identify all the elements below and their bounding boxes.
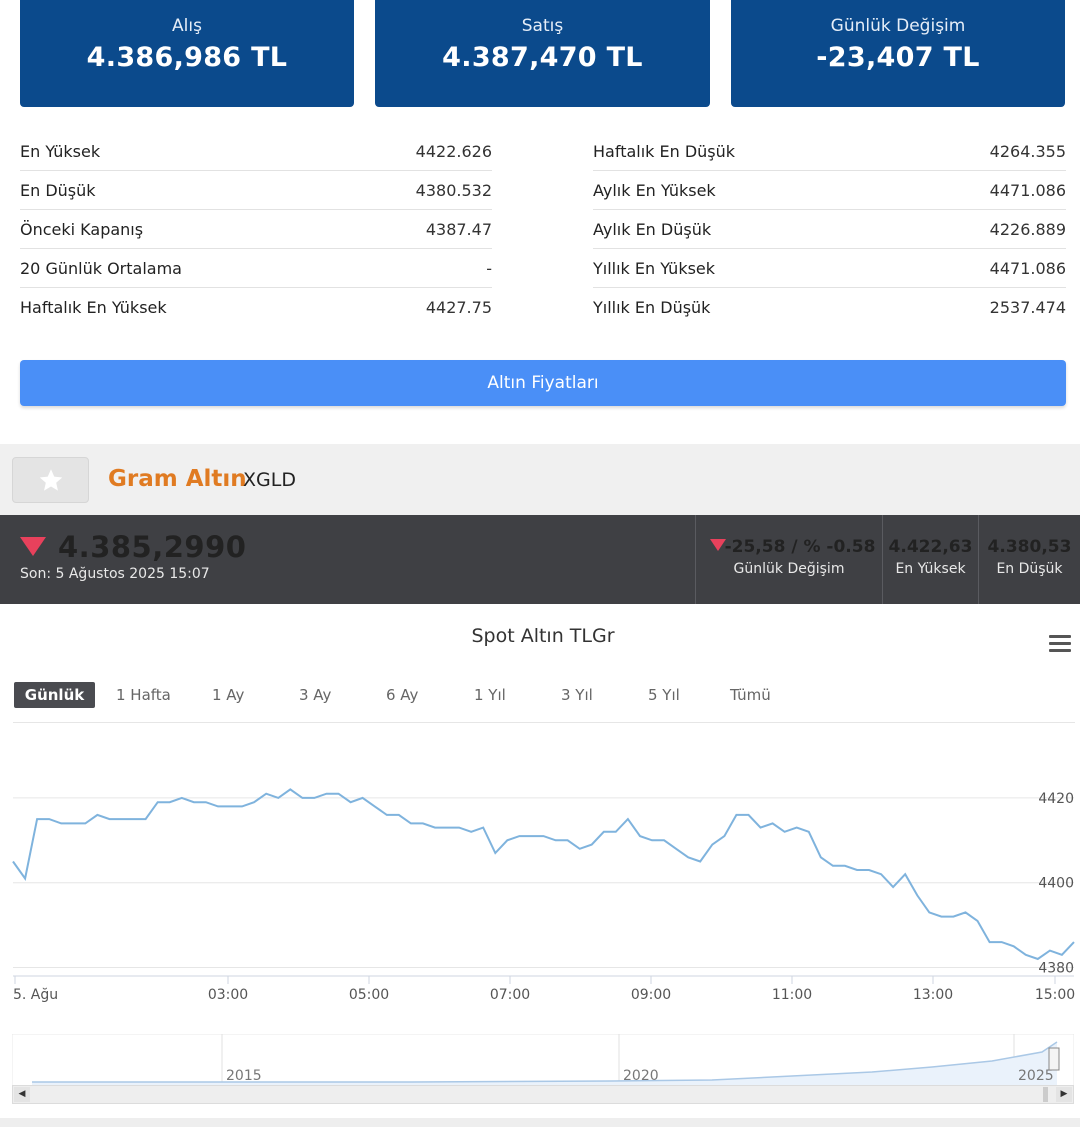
stat-label: Yıllık En Yüksek — [593, 259, 716, 278]
price-line-chart[interactable]: 5. Ağu 03:00 05:00 07:00 09:00 11:00 13:00 15:0… — [0, 724, 1080, 1009]
stat-value: 4380.532 — [415, 181, 492, 200]
asset-code: XGLD — [243, 469, 296, 491]
range-button-3y[interactable]: 3 Yıl — [561, 686, 593, 704]
range-button-3m[interactable]: 3 Ay — [299, 686, 332, 704]
stat-value: 4226.889 — [989, 220, 1066, 239]
y-tick-label: 4380 — [1038, 961, 1074, 977]
daily-change-card: Günlük Değişim -23,407 TL — [731, 0, 1065, 107]
ticker-change-value: -25,58 / % -0.58 — [724, 537, 876, 557]
x-tick-label: 03:00 — [208, 987, 248, 1003]
ticker-updated: Son: 5 Ağustos 2025 15:07 — [20, 566, 210, 582]
range-button-all[interactable]: Tümü — [730, 686, 771, 704]
navigator-handle[interactable] — [1048, 1047, 1060, 1071]
sell-price-value: 4.387,470 TL — [442, 42, 643, 73]
navigator-label: 2025 — [1018, 1068, 1054, 1084]
triangle-down-icon — [20, 537, 46, 556]
stat-row: Haftalık En Yüksek 4427.75 — [20, 288, 492, 327]
navigator-label: 2015 — [226, 1068, 262, 1084]
star-icon — [39, 469, 63, 491]
scroll-right-arrow-icon[interactable]: ▶ — [1056, 1087, 1072, 1102]
scroll-thumb[interactable] — [1043, 1087, 1048, 1102]
stat-label: Yıllık En Düşük — [593, 298, 711, 317]
range-button-5y[interactable]: 5 Yıl — [648, 686, 680, 704]
ticker-low-value: 4.380,53 — [987, 537, 1072, 557]
chart-title: Spot Altın TLGr — [471, 625, 615, 647]
stats-table-left: En Yüksek 4422.626 En Düşük 4380.532 Öncek… — [20, 132, 492, 327]
price-cards: Alış 4.386,986 TL Satış 4.387,470 TL Gün… — [0, 0, 1080, 108]
stat-value: 4422.626 — [415, 142, 492, 161]
range-button-daily[interactable]: Günlük — [14, 682, 95, 708]
sell-price-card: Satış 4.387,470 TL — [375, 0, 710, 107]
range-button-6m[interactable]: 6 Ay — [386, 686, 419, 704]
ticker-bar — [0, 515, 1080, 604]
ticker-change-cell: -25,58 / % -0.58 Günlük Değişim — [695, 515, 882, 604]
price-series-line — [12, 788, 1075, 961]
footer-band — [0, 1118, 1080, 1127]
ticker-high-label: En Yüksek — [895, 561, 966, 577]
chart-navigator[interactable]: 2015 2020 2025 — [12, 1034, 1074, 1086]
chart-scrollbar[interactable]: ◀ ▶ — [12, 1085, 1074, 1104]
stat-row: Aylık En Yüksek 4471.086 — [593, 171, 1066, 210]
stat-label: En Yüksek — [20, 142, 101, 161]
daily-change-label: Günlük Değişim — [830, 16, 966, 36]
scroll-left-arrow-icon[interactable]: ◀ — [14, 1087, 30, 1102]
stat-value: 4471.086 — [989, 181, 1066, 200]
stat-label: 20 Günlük Ortalama — [20, 259, 182, 278]
ticker-high-value: 4.422,63 — [888, 537, 973, 557]
stat-row: Aylık En Düşük 4226.889 — [593, 210, 1066, 249]
ticker-price: 4.385,2990 — [58, 530, 247, 564]
ticker-high-cell: 4.422,63 En Yüksek — [882, 515, 978, 604]
x-tick-label: 15:00 — [1035, 987, 1075, 1003]
x-tick-label: 07:00 — [490, 987, 530, 1003]
stat-row: 20 Günlük Ortalama - — [20, 249, 492, 288]
stat-row: Yıllık En Yüksek 4471.086 — [593, 249, 1066, 288]
stat-label: Haftalık En Yüksek — [20, 298, 167, 317]
hamburger-menu-icon[interactable] — [1049, 635, 1071, 653]
triangle-down-icon — [710, 539, 726, 551]
x-tick-label: 09:00 — [631, 987, 671, 1003]
sell-price-label: Satış — [521, 16, 564, 36]
range-button-1m[interactable]: 1 Ay — [212, 686, 245, 704]
x-tick-label: 5. Ağu — [13, 987, 58, 1003]
stat-label: Haftalık En Düşük — [593, 142, 736, 161]
ticker-change-label: Günlük Değişim — [733, 561, 845, 577]
y-tick-label: 4400 — [1038, 876, 1074, 892]
x-tick-label: 13:00 — [913, 987, 953, 1003]
daily-change-value: -23,407 TL — [816, 42, 980, 73]
asset-name: Gram Altın — [108, 466, 247, 492]
asset-header — [0, 444, 1080, 516]
x-tick-label: 05:00 — [349, 987, 389, 1003]
y-tick-label: 4420 — [1038, 791, 1074, 807]
range-button-1y[interactable]: 1 Yıl — [474, 686, 506, 704]
favorite-button[interactable] — [12, 457, 89, 503]
buy-price-value: 4.386,986 TL — [86, 42, 288, 73]
stat-value: 4387.47 — [425, 220, 492, 239]
stat-label: En Düşük — [20, 181, 96, 200]
stat-value: - — [486, 259, 492, 278]
stat-value: 4264.355 — [989, 142, 1066, 161]
stats-table-right: Haftalık En Düşük 4264.355 Aylık En Yükse… — [593, 132, 1066, 327]
ticker-low-cell: 4.380,53 En Düşük — [978, 515, 1080, 604]
stat-value: 4471.086 — [989, 259, 1066, 278]
x-tick-label: 11:00 — [772, 987, 812, 1003]
stat-row: Yıllık En Düşük 2537.474 — [593, 288, 1066, 327]
stat-value: 2537.474 — [989, 298, 1066, 317]
stat-value: 4427.75 — [425, 298, 492, 317]
stat-label: Aylık En Yüksek — [593, 181, 716, 200]
buy-price-label: Alış — [172, 16, 202, 36]
gold-prices-button[interactable]: Altın Fiyatları — [20, 360, 1066, 406]
range-button-1w[interactable]: 1 Hafta — [116, 686, 171, 704]
stat-row: Önceki Kapanış 4387.47 — [20, 210, 492, 249]
divider — [13, 722, 1075, 723]
stat-row: Haftalık En Düşük 4264.355 — [593, 132, 1066, 171]
stat-row: En Yüksek 4422.626 — [20, 132, 492, 171]
stat-label: Önceki Kapanış — [20, 220, 144, 239]
ticker-low-label: En Düşük — [996, 561, 1063, 577]
stat-label: Aylık En Düşük — [593, 220, 712, 239]
stat-row: En Düşük 4380.532 — [20, 171, 492, 210]
navigator-label: 2020 — [623, 1068, 659, 1084]
buy-price-card: Alış 4.386,986 TL — [20, 0, 354, 107]
